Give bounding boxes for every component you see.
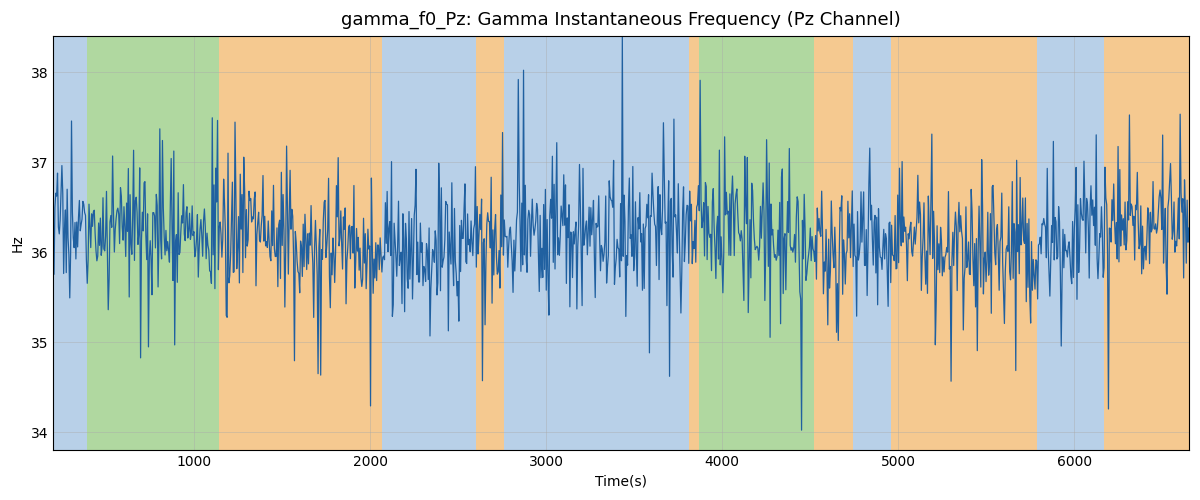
Bar: [689, 36, 700, 451]
Bar: [475, 36, 504, 451]
Y-axis label: Hz: Hz: [11, 234, 25, 252]
Bar: [383, 36, 475, 451]
X-axis label: Time(s): Time(s): [595, 475, 647, 489]
Bar: [53, 36, 86, 451]
Bar: [504, 36, 689, 451]
Bar: [86, 36, 218, 451]
Bar: [814, 36, 852, 451]
Bar: [1038, 36, 1104, 451]
Bar: [218, 36, 383, 451]
Bar: [700, 36, 814, 451]
Bar: [1104, 36, 1189, 451]
Bar: [892, 36, 1038, 451]
Bar: [852, 36, 892, 451]
Title: gamma_f0_Pz: Gamma Instantaneous Frequency (Pz Channel): gamma_f0_Pz: Gamma Instantaneous Frequen…: [341, 11, 901, 30]
